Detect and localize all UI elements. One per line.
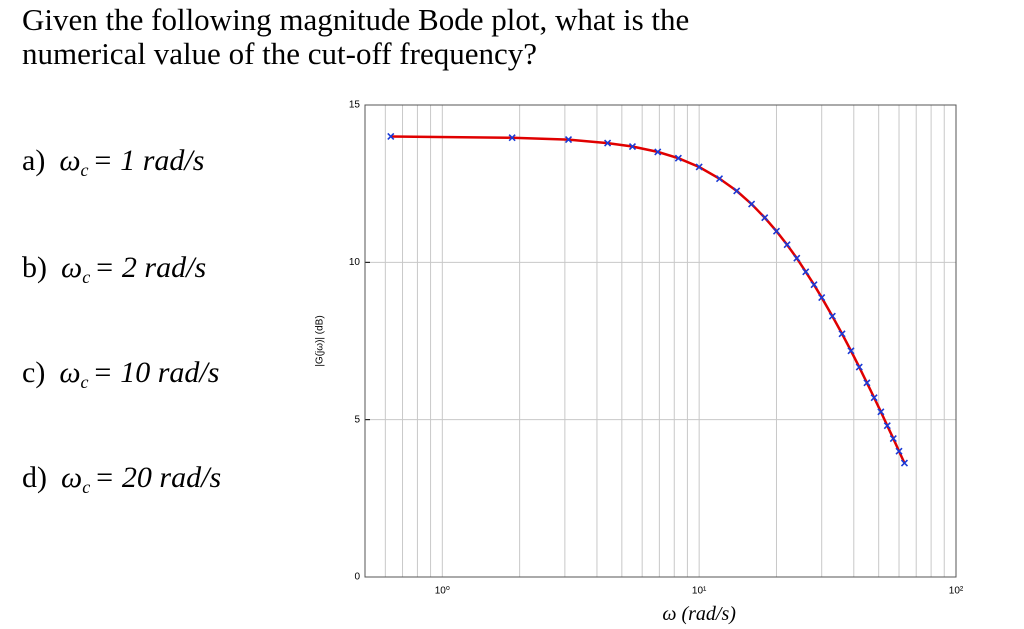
option: b) ωc = 2 rad/s bbox=[22, 251, 206, 287]
y-tick-label: 5 bbox=[354, 414, 360, 425]
marker bbox=[604, 139, 612, 147]
option-value: = 20 rad/s bbox=[94, 461, 221, 494]
x-tick-label: 10¹ bbox=[692, 586, 707, 597]
option-symbol: ω bbox=[61, 461, 82, 494]
marker bbox=[855, 363, 863, 371]
option-symbol: ω bbox=[59, 144, 80, 177]
option-symbol: ω bbox=[59, 356, 80, 389]
marker bbox=[802, 268, 810, 276]
x-tick-label: 10² bbox=[949, 586, 964, 597]
marker bbox=[564, 136, 573, 144]
marker bbox=[895, 447, 903, 455]
marker bbox=[870, 394, 878, 402]
option-letter: b) bbox=[22, 251, 47, 284]
option-letter: d) bbox=[22, 461, 47, 494]
x-tick-label: 10⁰ bbox=[435, 586, 450, 597]
question-line: numerical value of the cut-off frequency… bbox=[22, 36, 537, 71]
marker bbox=[883, 422, 891, 430]
marker bbox=[810, 281, 818, 289]
marker bbox=[889, 434, 897, 443]
marker bbox=[847, 347, 855, 355]
marker bbox=[772, 227, 781, 235]
series-line bbox=[390, 135, 906, 464]
y-axis-label: |G(jω)| (dB) bbox=[315, 315, 326, 366]
option-value: = 2 rad/s bbox=[94, 251, 206, 284]
option-value: = 10 rad/s bbox=[93, 356, 220, 389]
marker bbox=[674, 154, 682, 162]
marker bbox=[838, 330, 846, 338]
option-letter: c) bbox=[22, 356, 45, 389]
marker bbox=[863, 379, 871, 387]
marker bbox=[818, 294, 826, 302]
option-letter: a) bbox=[22, 144, 45, 177]
marker bbox=[761, 214, 769, 222]
option-sub: c bbox=[81, 372, 89, 392]
marker bbox=[387, 132, 395, 141]
option-sub: c bbox=[82, 477, 90, 497]
option: c) ωc = 10 rad/s bbox=[22, 356, 219, 392]
marker bbox=[793, 254, 801, 262]
marker bbox=[748, 200, 756, 208]
marker bbox=[877, 408, 885, 416]
marker bbox=[628, 142, 637, 151]
option-sub: c bbox=[81, 160, 89, 180]
option-value: = 1 rad/s bbox=[93, 144, 205, 177]
marker bbox=[695, 163, 703, 171]
question-line: Given the following magnitude Bode plot,… bbox=[22, 2, 689, 37]
marker bbox=[828, 312, 836, 320]
marker bbox=[783, 241, 791, 249]
option: a) ωc = 1 rad/s bbox=[22, 144, 204, 180]
marker bbox=[715, 175, 724, 183]
y-tick-label: 10 bbox=[349, 257, 361, 268]
y-tick-label: 0 bbox=[354, 572, 360, 583]
option-symbol: ω bbox=[61, 251, 82, 284]
marker bbox=[733, 187, 741, 195]
option: d) ωc = 20 rad/s bbox=[22, 461, 221, 497]
x-axis-label: ω (rad/s) bbox=[662, 603, 736, 625]
plot-frame bbox=[364, 104, 957, 578]
option-sub: c bbox=[82, 267, 90, 287]
marker bbox=[508, 134, 516, 142]
marker bbox=[654, 148, 662, 156]
marker bbox=[900, 459, 909, 467]
y-tick-label: 15 bbox=[349, 100, 361, 111]
